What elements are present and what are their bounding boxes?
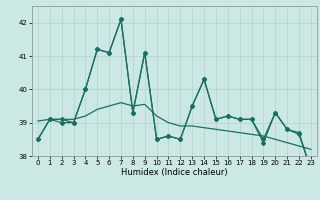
X-axis label: Humidex (Indice chaleur): Humidex (Indice chaleur) bbox=[121, 168, 228, 177]
